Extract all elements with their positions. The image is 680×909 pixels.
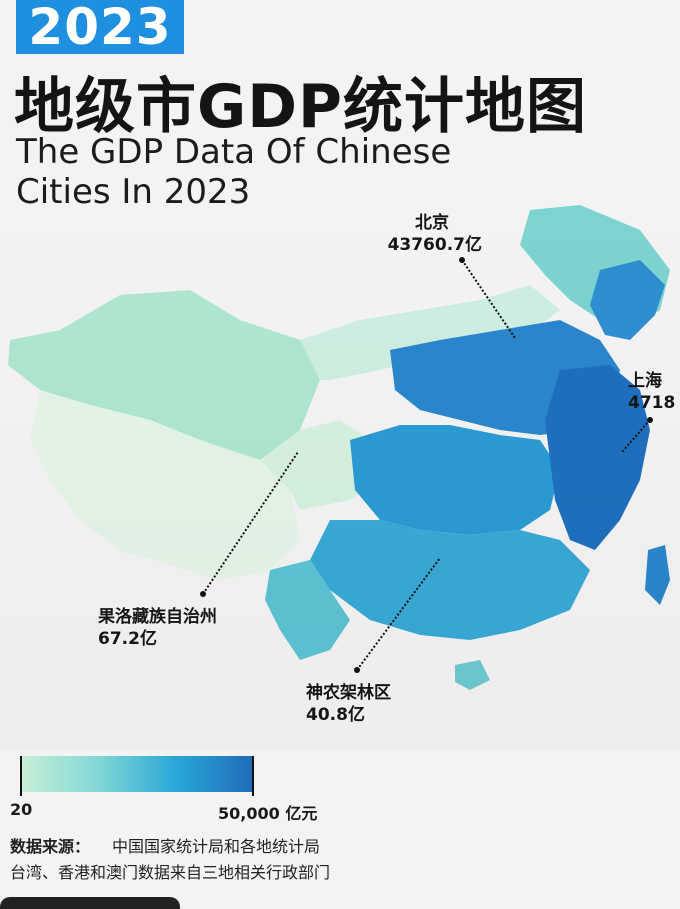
callout-beijing-name: 北京	[415, 213, 449, 233]
callout-shennongjia: 神农架林区 40.8亿	[306, 682, 391, 726]
source-line-1: 中国国家统计局和各地统计局	[112, 837, 321, 856]
bottom-bar	[0, 897, 180, 909]
legend-min-label: 20	[10, 800, 33, 819]
legend-min-tick	[20, 756, 22, 796]
callout-guoluo-name: 果洛藏族自治州	[98, 607, 217, 627]
source-label: 数据来源：	[10, 837, 91, 856]
china-gdp-map	[0, 190, 680, 750]
callout-beijing-value: 43760.7亿	[387, 235, 482, 255]
callout-shanghai-value: 4718	[628, 393, 676, 413]
callout-shanghai: 上海 4718	[628, 370, 680, 414]
legend-max-tick	[252, 756, 254, 796]
legend-max-label: 50,000 亿元	[218, 804, 318, 823]
page-title: 地级市GDP统计地图	[14, 72, 588, 142]
callout-shennongjia-name: 神农架林区	[306, 683, 391, 703]
year-badge: 2023	[16, 0, 184, 54]
callout-shennongjia-value: 40.8亿	[306, 705, 365, 725]
source-line-2: 台湾、香港和澳门数据来自三地相关行政部门	[10, 863, 331, 882]
callout-shanghai-name: 上海	[628, 371, 662, 391]
callout-guoluo-value: 67.2亿	[98, 629, 157, 649]
callout-guoluo: 果洛藏族自治州 67.2亿	[98, 606, 217, 650]
legend-color-scale	[22, 756, 254, 792]
callout-beijing: 北京 43760.7亿	[382, 212, 482, 256]
